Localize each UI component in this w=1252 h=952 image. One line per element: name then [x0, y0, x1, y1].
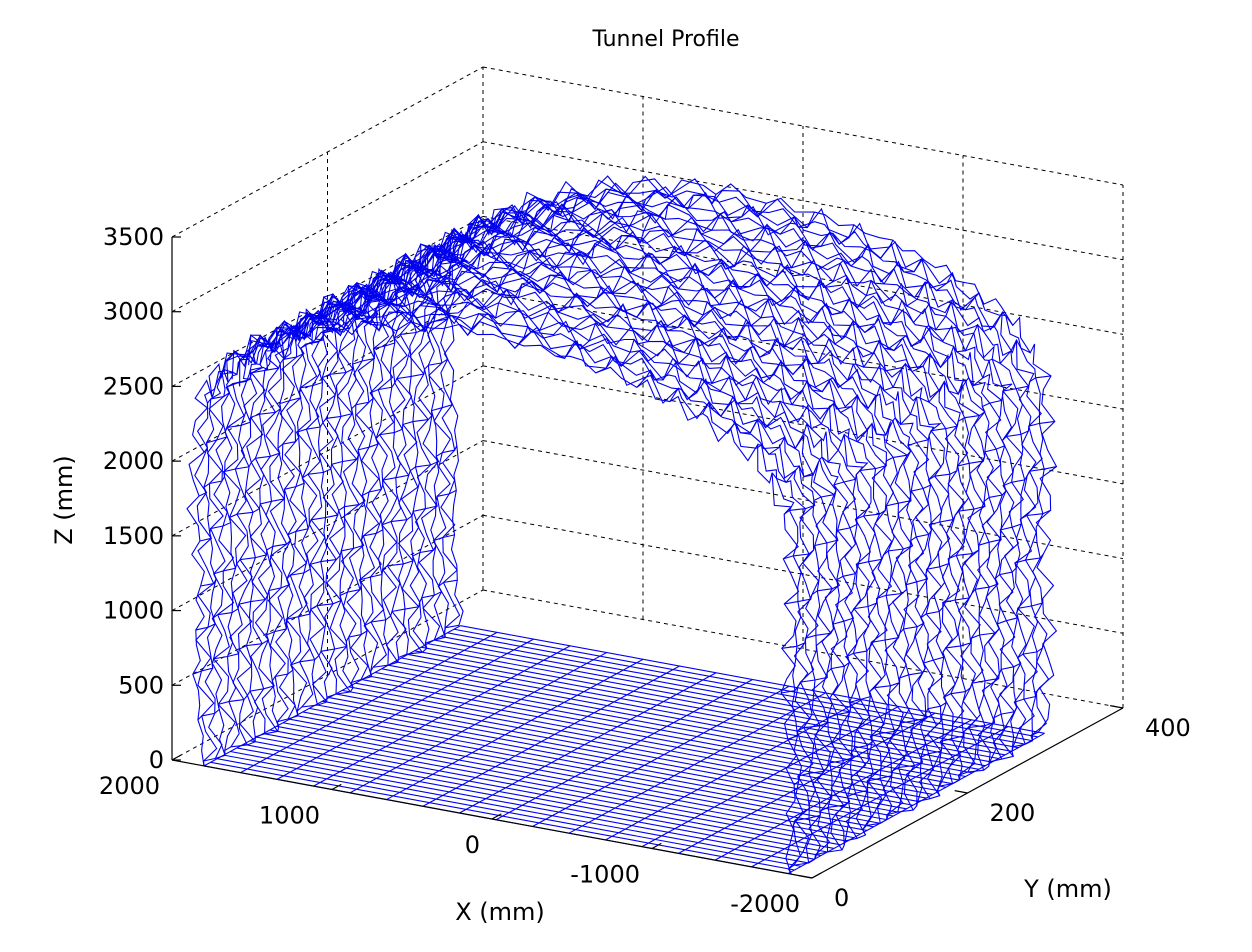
tunnel-longitudinal-line — [771, 338, 1031, 483]
tunnel-slice-24 — [346, 227, 956, 787]
tunnel-longitudinal-line — [320, 192, 585, 337]
chart-title: Tunnel Profile — [592, 27, 740, 52]
y-tick-label: 400 — [1145, 714, 1191, 742]
tunnel-floor-longitudinal — [532, 685, 790, 827]
x-axis-label: X (mm) — [455, 898, 545, 926]
tunnel-floor-longitudinal — [641, 705, 899, 848]
z-axis-label: Z (mm) — [50, 455, 78, 545]
x-tick-label: 0 — [465, 831, 480, 859]
tunnel-floor-longitudinal — [276, 638, 534, 780]
tunnel-slice-16 — [296, 253, 906, 816]
y-axis-label: Y (mm) — [1023, 875, 1112, 903]
tunnel-longitudinal-line — [669, 258, 925, 402]
tunnel-floor-longitudinal — [714, 719, 972, 861]
z-tick-label: 3000 — [103, 298, 164, 326]
y-tick-label: 200 — [990, 799, 1036, 827]
tunnel-longitudinal-line — [784, 466, 1057, 605]
tunnel-floor-longitudinal — [751, 726, 1009, 868]
tunnel-longitudinal-line — [730, 292, 985, 434]
tunnel-floor-longitudinal — [495, 679, 753, 821]
tunnel-floor-longitudinal — [349, 652, 607, 794]
tunnel-longitudinal-line — [792, 687, 1041, 830]
tunnel-longitudinal-line — [555, 211, 815, 360]
axes-layer: 0500100015002000250030003500200010000-10… — [99, 223, 1191, 918]
tunnel-floor-longitudinal — [605, 699, 863, 841]
tunnel-slice-1 — [194, 312, 804, 870]
tunnel-floor-longitudinal — [203, 625, 461, 767]
tunnel-longitudinal-line — [702, 271, 957, 417]
tunnel-longitudinal-line — [192, 534, 455, 675]
tunnel-longitudinal-line — [281, 196, 545, 346]
tunnel-floor-longitudinal — [240, 631, 498, 774]
tunnel-longitudinal-line — [595, 224, 855, 374]
tunnel-longitudinal-line — [198, 353, 449, 497]
x-tick-label: 1000 — [259, 802, 320, 830]
y-tick-label: 0 — [834, 884, 849, 912]
grid-layer — [171, 66, 1124, 761]
tunnel-floor-longitudinal — [459, 672, 717, 814]
tunnel-slice-34 — [408, 197, 1025, 752]
tunnel-longitudinal-line — [793, 643, 1044, 786]
tunnel-floor-longitudinal — [568, 692, 826, 834]
tunnel-longitudinal-line — [787, 731, 1039, 875]
y-tick-mark — [954, 790, 968, 794]
tunnel-longitudinal-line — [781, 553, 1044, 694]
y-tick-mark — [799, 875, 813, 879]
tunnel-floor-longitudinal — [422, 665, 680, 807]
x-tick-mark — [811, 872, 822, 879]
x-tick-label: 2000 — [99, 772, 160, 800]
tunnel-longitudinal-line — [783, 375, 1052, 515]
x-tick-mark — [171, 754, 182, 761]
y-tick-mark — [1110, 705, 1124, 709]
tunnel-longitudinal-line — [361, 188, 624, 332]
label-layer: Tunnel Profile X (mm) Y (mm) Z (mm) — [50, 27, 1112, 926]
tunnel-longitudinal-line — [197, 579, 458, 721]
mesh-layer — [186, 175, 1058, 875]
tunnel-longitudinal-line — [195, 489, 457, 631]
tunnel-longitudinal-line — [757, 311, 1014, 456]
x-tick-label: -1000 — [570, 861, 640, 889]
tunnel-longitudinal-line — [203, 309, 450, 453]
tunnel-longitudinal-line — [783, 420, 1055, 560]
x-tick-label: -2000 — [730, 890, 800, 918]
tunnel-longitudinal-line — [200, 445, 458, 587]
z-tick-label: 500 — [118, 671, 164, 699]
tunnel-floor-longitudinal — [787, 732, 1045, 875]
z-tick-label: 2000 — [103, 447, 164, 475]
tunnel-longitudinal-line — [636, 239, 894, 388]
z-tick-label: 2500 — [103, 372, 164, 400]
z-tick-label: 1000 — [103, 597, 164, 625]
tunnel-longitudinal-line — [507, 202, 767, 350]
tunnel-longitudinal-line — [199, 399, 453, 542]
z-tick-label: 3500 — [103, 223, 164, 251]
tunnel-floor-longitudinal — [678, 712, 936, 854]
tunnel-longitudinal-line — [250, 207, 512, 363]
grid-line-z-side — [171, 215, 484, 387]
tunnel-longitudinal-line — [206, 265, 453, 408]
z-tick-label: 1500 — [103, 522, 164, 550]
tunnel-floor-longitudinal — [313, 645, 571, 787]
tunnel-floor-longitudinal — [386, 658, 644, 801]
z-tick-label: 0 — [149, 746, 164, 774]
x-tick-mark — [331, 783, 342, 791]
x-tick-mark — [491, 813, 502, 820]
tunnel-longitudinal-line — [459, 194, 717, 337]
tunnel-longitudinal-line — [410, 189, 670, 332]
grid-line-z-side — [171, 440, 484, 612]
x-tick-mark — [651, 842, 662, 850]
tunnel-longitudinal-line — [781, 509, 1051, 649]
